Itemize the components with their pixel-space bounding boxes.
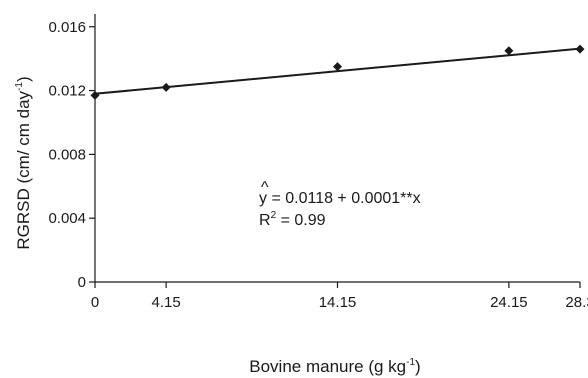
data-points xyxy=(90,44,585,100)
y-tick-label: 0.016 xyxy=(48,19,86,36)
equation-hat: ^ xyxy=(261,179,269,196)
data-point xyxy=(333,62,342,72)
y-axis-title: RGRSD (cm/ cm day-1) xyxy=(14,76,33,249)
fit-line-group xyxy=(94,47,581,95)
x-tick-label: 14.15 xyxy=(319,294,357,311)
data-point xyxy=(90,90,100,100)
regression-line xyxy=(94,47,581,95)
y-tick-label: 0.004 xyxy=(48,210,86,227)
x-tick-label: 28.3 xyxy=(565,294,588,311)
y-tick-label: 0 xyxy=(78,274,86,291)
axes xyxy=(94,14,580,283)
x-tick-label: 4.15 xyxy=(152,294,181,311)
x-ticks: 0 4.15 14.15 24.15 28.3 xyxy=(91,282,588,311)
y-tick-label: 0.008 xyxy=(48,146,86,163)
equation-line: y = 0.0118 + 0.0001**x xyxy=(259,190,421,207)
y-tick-label: 0.012 xyxy=(48,83,86,100)
r-squared: R2 = 0.99 xyxy=(259,210,326,229)
x-axis-title: Bovine manure (g kg-1) xyxy=(249,357,420,376)
data-point xyxy=(575,44,585,54)
data-point xyxy=(504,46,514,56)
x-tick-label: 0 xyxy=(91,294,99,311)
data-point xyxy=(161,82,171,92)
regression-equation: ^ y = 0.0118 + 0.0001**x R2 = 0.99 xyxy=(259,179,421,229)
x-tick-label: 24.15 xyxy=(490,294,528,311)
y-ticks: 0 0.004 0.008 0.012 0.016 xyxy=(48,19,95,291)
